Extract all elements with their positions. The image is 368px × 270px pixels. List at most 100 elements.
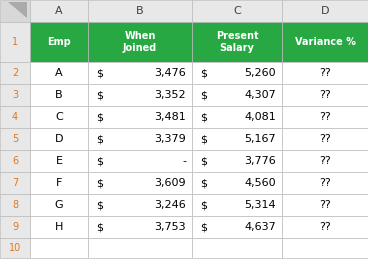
Bar: [88, 62, 192, 84]
Text: F: F: [56, 178, 62, 188]
Polygon shape: [8, 2, 27, 18]
Text: $: $: [200, 222, 207, 232]
Text: $: $: [200, 134, 207, 144]
Text: 5: 5: [12, 134, 18, 144]
Bar: [88, 238, 192, 258]
Bar: [0, 216, 30, 238]
Text: $: $: [200, 156, 207, 166]
Bar: [282, 84, 368, 106]
Bar: [192, 106, 282, 128]
Bar: [282, 22, 368, 62]
Text: 4,081: 4,081: [244, 112, 276, 122]
Bar: [192, 84, 282, 106]
Bar: [30, 194, 88, 216]
Bar: [282, 128, 368, 150]
Text: 3,246: 3,246: [154, 200, 186, 210]
Bar: [282, 194, 368, 216]
Bar: [282, 238, 368, 258]
Bar: [0, 106, 30, 128]
Bar: [282, 0, 368, 22]
Text: $: $: [96, 112, 103, 122]
Text: ??: ??: [319, 200, 331, 210]
Text: 3,776: 3,776: [244, 156, 276, 166]
Bar: [0, 128, 30, 150]
Bar: [0, 172, 30, 194]
Text: D: D: [55, 134, 63, 144]
Text: $: $: [200, 112, 207, 122]
Text: 5,167: 5,167: [244, 134, 276, 144]
Bar: [0, 62, 30, 84]
Bar: [88, 84, 192, 106]
Bar: [0, 194, 30, 216]
Text: 8: 8: [12, 200, 18, 210]
Bar: [192, 22, 282, 62]
Bar: [0, 0, 30, 22]
Bar: [30, 106, 88, 128]
Text: B: B: [55, 90, 63, 100]
Text: Present
Salary: Present Salary: [216, 31, 258, 53]
Bar: [0, 150, 30, 172]
Bar: [192, 62, 282, 84]
Text: $: $: [96, 68, 103, 78]
Text: 3,379: 3,379: [154, 134, 186, 144]
Bar: [30, 172, 88, 194]
Bar: [88, 106, 192, 128]
Bar: [88, 22, 192, 62]
Text: A: A: [55, 68, 63, 78]
Text: 7: 7: [12, 178, 18, 188]
Bar: [88, 216, 192, 238]
Bar: [192, 216, 282, 238]
Bar: [30, 84, 88, 106]
Text: 3,753: 3,753: [154, 222, 186, 232]
Text: C: C: [233, 6, 241, 16]
Text: $: $: [200, 68, 207, 78]
Text: ??: ??: [319, 134, 331, 144]
Bar: [192, 194, 282, 216]
Bar: [30, 150, 88, 172]
Bar: [192, 0, 282, 22]
Text: $: $: [200, 178, 207, 188]
Bar: [88, 0, 192, 22]
Text: Emp: Emp: [47, 37, 71, 47]
Bar: [192, 128, 282, 150]
Text: ??: ??: [319, 68, 331, 78]
Bar: [192, 172, 282, 194]
Bar: [0, 84, 30, 106]
Text: ??: ??: [319, 156, 331, 166]
Text: $: $: [96, 178, 103, 188]
Bar: [282, 172, 368, 194]
Text: 9: 9: [12, 222, 18, 232]
Text: 3,352: 3,352: [154, 90, 186, 100]
Bar: [282, 106, 368, 128]
Bar: [30, 22, 88, 62]
Text: D: D: [321, 6, 329, 16]
Text: When
Joined: When Joined: [123, 31, 157, 53]
Text: 4,560: 4,560: [244, 178, 276, 188]
Text: $: $: [200, 200, 207, 210]
Text: -: -: [182, 156, 186, 166]
Text: $: $: [96, 90, 103, 100]
Text: 3,609: 3,609: [154, 178, 186, 188]
Bar: [88, 172, 192, 194]
Text: 4,307: 4,307: [244, 90, 276, 100]
Bar: [30, 62, 88, 84]
Text: ??: ??: [319, 112, 331, 122]
Bar: [30, 216, 88, 238]
Text: C: C: [55, 112, 63, 122]
Bar: [192, 238, 282, 258]
Bar: [192, 150, 282, 172]
Bar: [30, 128, 88, 150]
Text: $: $: [96, 134, 103, 144]
Text: 3,476: 3,476: [154, 68, 186, 78]
Text: ??: ??: [319, 222, 331, 232]
Text: $: $: [96, 200, 103, 210]
Bar: [88, 150, 192, 172]
Bar: [282, 150, 368, 172]
Bar: [282, 216, 368, 238]
Text: H: H: [55, 222, 63, 232]
Text: E: E: [56, 156, 63, 166]
Text: 4: 4: [12, 112, 18, 122]
Bar: [0, 238, 30, 258]
Bar: [88, 128, 192, 150]
Text: 6: 6: [12, 156, 18, 166]
